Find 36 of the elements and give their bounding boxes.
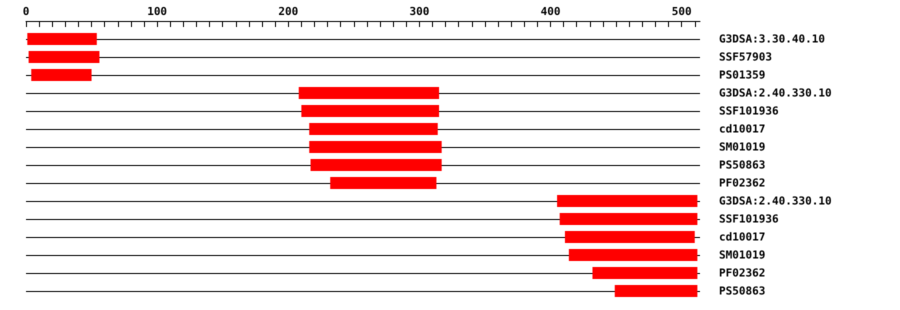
x-tick-label: 200 — [278, 5, 298, 18]
bar — [27, 33, 97, 45]
bar — [309, 123, 438, 135]
y-tick-label: cd10017 — [719, 122, 766, 136]
y-tick-label: SM01019 — [719, 248, 766, 262]
bar — [557, 195, 698, 207]
bar — [614, 285, 698, 297]
bar — [564, 231, 695, 243]
y-tick-label: PS50863 — [719, 284, 766, 298]
y-tick-label: SSF101936 — [719, 212, 779, 226]
y-tick-label: G3DSA:2.40.330.10 — [719, 86, 832, 100]
bar — [31, 69, 92, 81]
y-tick-label: PS50863 — [719, 158, 766, 172]
bar — [330, 177, 436, 189]
y-tick-label: SSF57903 — [719, 50, 772, 64]
y-tick-label: cd10017 — [719, 230, 766, 244]
x-tick-label: 400 — [540, 5, 560, 18]
bar — [568, 249, 698, 261]
y-tick-label: PF02362 — [719, 266, 766, 280]
bar — [560, 213, 698, 225]
bar — [298, 87, 440, 99]
bar — [309, 141, 442, 153]
x-tick-label: 0 — [22, 5, 30, 18]
y-tick-label: G3DSA:3.30.40.10 — [719, 32, 825, 46]
x-tick-label: 300 — [409, 5, 430, 18]
bar — [592, 267, 698, 279]
bar — [301, 105, 440, 117]
bar — [28, 51, 100, 63]
y-tick-label: SSF101936 — [719, 104, 779, 118]
y-tick-label: SM01019 — [719, 140, 766, 154]
y-tick-label: G3DSA:2.40.330.10 — [719, 194, 832, 208]
x-tick-label: 100 — [147, 5, 168, 18]
y-tick-label: PF02362 — [719, 176, 766, 190]
bar — [310, 159, 442, 171]
x-tick-label: 500 — [672, 5, 692, 18]
y-tick-label: PS01359 — [719, 68, 766, 82]
